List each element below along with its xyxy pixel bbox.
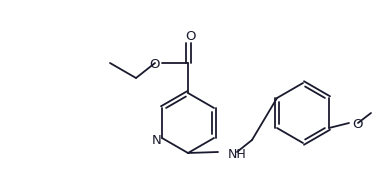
- Text: O: O: [149, 57, 160, 70]
- Text: NH: NH: [228, 147, 247, 160]
- Text: N: N: [152, 134, 162, 146]
- Text: O: O: [185, 29, 195, 43]
- Text: O: O: [352, 117, 362, 130]
